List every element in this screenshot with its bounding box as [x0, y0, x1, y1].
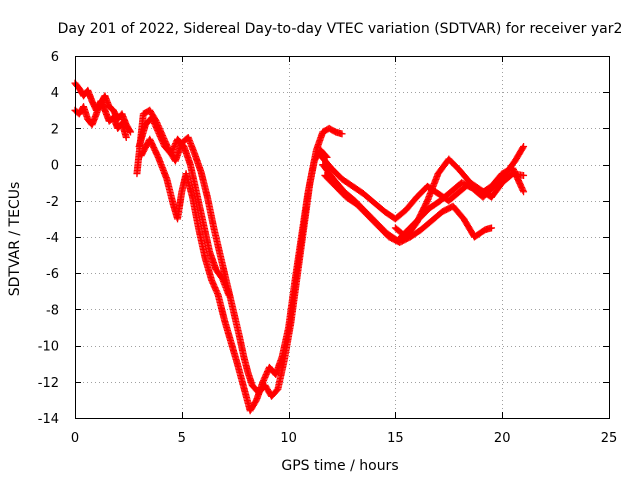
series-track-5 — [137, 135, 331, 415]
series-track-4 — [135, 114, 233, 299]
data-point — [122, 133, 130, 141]
data-point — [520, 143, 528, 150]
series-track-9 — [391, 155, 528, 241]
y-tick-label: 6 — [51, 50, 59, 65]
data-point — [225, 291, 233, 299]
y-axis-title: SDTVAR / TECUs — [7, 182, 23, 297]
y-tick-label: -2 — [46, 195, 59, 210]
x-tick-label: 25 — [601, 431, 618, 446]
y-tick-label: -10 — [38, 340, 59, 355]
x-tick-label: 10 — [280, 431, 297, 446]
data-point — [338, 130, 346, 138]
x-tick-label: 5 — [178, 431, 186, 446]
series-track-8 — [321, 171, 496, 246]
chart-title: Day 201 of 2022, Sidereal Day-to-day VTE… — [58, 21, 623, 37]
x-axis-title: GPS time / hours — [281, 458, 398, 474]
y-tick-label: 4 — [51, 86, 59, 101]
data-point — [488, 224, 496, 232]
grid — [75, 56, 609, 418]
series-track-2 — [71, 97, 130, 141]
x-tick-label: 20 — [494, 431, 511, 446]
plot-frame — [75, 56, 610, 419]
y-tick-label: -14 — [38, 412, 59, 427]
y-tick-label: -12 — [38, 376, 59, 391]
y-tick-label: -4 — [46, 231, 59, 246]
y-tick-label: 0 — [51, 159, 59, 174]
data-point — [520, 188, 528, 196]
data-point — [520, 171, 528, 179]
data-marks — [71, 79, 528, 415]
x-tick-label: 15 — [387, 431, 404, 446]
tick-labels: 0 5 10 15 20 25 -14 -12 -10 -8 -6 -4 -2 0 2 4 6 — [38, 50, 618, 446]
data-point — [519, 144, 527, 152]
x-tick-label: 0 — [71, 431, 79, 446]
data-point — [127, 128, 135, 136]
y-tick-label: 2 — [51, 122, 59, 137]
y-tick-label: -8 — [46, 303, 59, 318]
y-tick-label: -6 — [46, 267, 59, 282]
